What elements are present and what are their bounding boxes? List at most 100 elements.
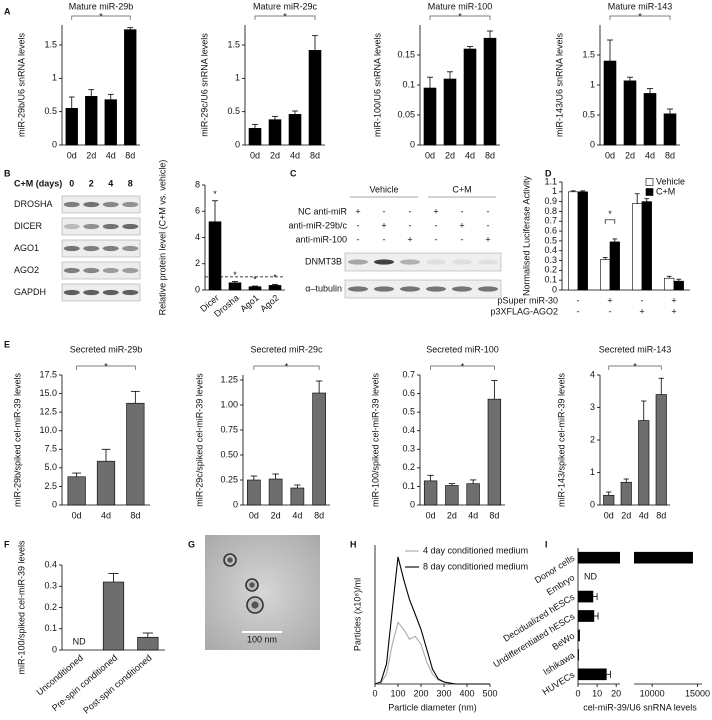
bar: [603, 494, 615, 506]
y-tick-label: 1: [590, 79, 595, 89]
blot-band: [122, 267, 139, 274]
bar: [124, 29, 137, 146]
y-tick-label: 1: [52, 73, 57, 83]
blot-row-label: AGO1: [14, 243, 39, 253]
value-label: ND: [73, 636, 86, 646]
blot-band: [63, 223, 80, 230]
y-tick-label: 1: [552, 186, 557, 196]
scale-bar-label: 100 nm: [247, 634, 277, 644]
y-tick-label: 0.4: [544, 245, 557, 255]
y-tick-label: 0.5: [582, 109, 595, 119]
legend-label: C+M: [656, 186, 675, 196]
bar: [487, 398, 502, 506]
value-label: ND: [584, 572, 597, 582]
significance-label: *: [283, 11, 287, 21]
y-tick-label: 0: [52, 139, 57, 149]
x-tick-label: 15000: [685, 688, 710, 698]
y-tick-label: 0.1: [402, 79, 415, 89]
blot-band: [478, 286, 498, 292]
treatment-sign: -: [357, 234, 360, 244]
y-tick-label: 1.1: [544, 176, 557, 186]
vesicle-core: [227, 557, 233, 563]
chart-title: Secreted miR-143: [599, 344, 672, 354]
treatment-sign: +: [381, 220, 386, 230]
x-tick-label: 300: [436, 688, 451, 698]
treatment-sign: +: [355, 206, 360, 216]
x-tick-label: 4d: [290, 150, 300, 160]
x-tick-label: 8d: [665, 150, 675, 160]
bar: [578, 649, 579, 661]
y-tick-label: 0.1: [544, 275, 557, 285]
condition-sign: -: [641, 295, 644, 305]
y-tick-label: 1: [235, 73, 240, 83]
blot-strip: [61, 217, 141, 236]
bar: [423, 87, 437, 146]
treatment-sign: -: [383, 206, 386, 216]
treatment-sign: -: [435, 220, 438, 230]
blot-strip: [61, 195, 141, 214]
chart-title: Mature miR-100: [428, 1, 493, 11]
chart-title: Secreted miR-29c: [250, 344, 323, 354]
y-axis-label: miR-143/spiked cel-miR-39 levels: [556, 372, 566, 507]
x-tick-label: 4d: [465, 150, 475, 160]
bar: [578, 590, 594, 603]
chart-title: Mature miR-29b: [69, 1, 134, 11]
bar: [308, 50, 322, 146]
x-tick-label: 0: [575, 688, 580, 698]
x-tick-label: 20: [611, 688, 621, 698]
x-tick-label: 8d: [310, 150, 320, 160]
significance-label: *: [285, 361, 289, 371]
blot-row-label: DNMT3B: [305, 256, 342, 266]
blot-strip: [344, 279, 502, 299]
treatment-sign: +: [433, 206, 438, 216]
condition-label: p3XFLAG-AGO2: [490, 306, 558, 316]
bar: [137, 636, 159, 651]
x-tick-label: 4d: [468, 510, 478, 520]
y-tick-label: 1.25: [220, 374, 238, 384]
treatment-sign: -: [461, 234, 464, 244]
x-tick-label: 10: [592, 688, 602, 698]
y-tick-label: 0.25: [220, 474, 238, 484]
y-tick-label: 2: [195, 258, 200, 268]
significance-bracket: [429, 15, 491, 20]
y-tick-label: 0.3: [44, 581, 57, 591]
y-tick-label: 0.5: [544, 235, 557, 245]
x-axis-label: Particle diameter (nm): [388, 702, 477, 712]
y-tick-label: 2: [590, 434, 595, 444]
bar: [312, 392, 326, 506]
blot-row-label: α–tubulin: [305, 283, 342, 293]
y-tick-label: 0.75: [220, 424, 238, 434]
y-tick-label: 10.0: [39, 425, 57, 435]
bar: [578, 610, 595, 622]
significance-label: *: [99, 11, 103, 21]
bar: [638, 420, 650, 506]
y-axis-label: miR-29c/spiked cel-miR-39 levels: [194, 373, 204, 507]
y-tick-label: 0: [52, 499, 57, 509]
panel-letter: B: [4, 168, 11, 178]
x-tick-label: 2d: [625, 150, 635, 160]
treatment-sign: +: [485, 234, 490, 244]
lane-label: 2: [89, 178, 94, 188]
x-tick-label: 400: [459, 688, 474, 698]
y-tick-label: 0: [552, 284, 557, 294]
significance-bracket: [608, 365, 662, 370]
x-tick-label: 0d: [249, 510, 259, 520]
legend-label: Vehicle: [656, 176, 685, 186]
chart-title: Secreted miR-100: [426, 344, 499, 354]
significance-bracket: [76, 365, 136, 370]
bar: [443, 78, 457, 146]
y-axis-label: miR-100/spiked cel-miR-39 levels: [370, 372, 380, 507]
bar: [463, 48, 477, 146]
data-line: [374, 621, 490, 685]
y-tick-label: 3: [590, 402, 595, 412]
y-tick-label: 12.5: [39, 407, 57, 417]
blot-band: [63, 245, 80, 252]
bar: [664, 277, 675, 291]
blot-band: [478, 259, 498, 265]
blot-band: [374, 259, 394, 265]
blot-band: [122, 223, 139, 230]
x-tick-label: 2d: [445, 150, 455, 160]
y-tick-label: 1.5: [44, 39, 57, 49]
y-tick-label: 0: [235, 139, 240, 149]
y-tick-label: 7.5: [44, 444, 57, 454]
